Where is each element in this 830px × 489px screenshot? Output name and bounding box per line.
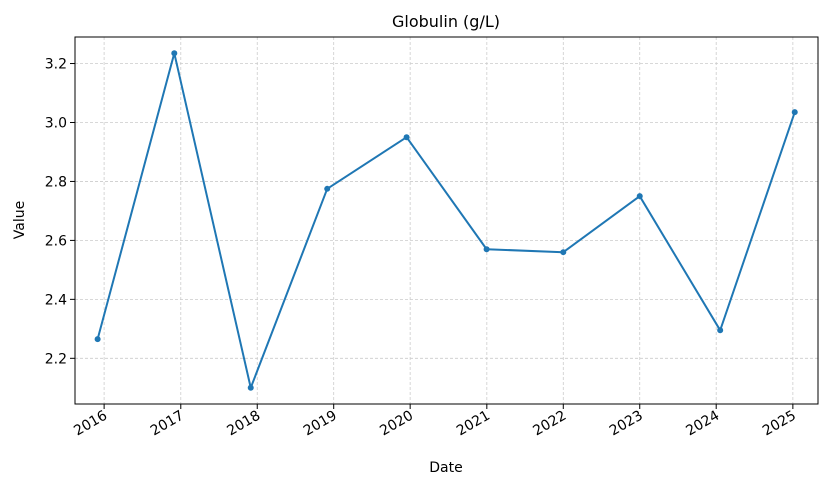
- data-point: [403, 134, 410, 141]
- x-tick-label: 2025: [760, 408, 799, 440]
- x-axis-title: Date: [429, 460, 462, 476]
- x-tick-label: 2017: [148, 408, 187, 440]
- data-point: [483, 246, 490, 253]
- series-layer: [94, 50, 798, 391]
- data-point: [791, 109, 798, 116]
- x-tick-label: 2022: [530, 408, 569, 440]
- y-tick-label: 3.0: [45, 115, 67, 131]
- series-line: [96, 52, 796, 389]
- x-tick-label: 2020: [377, 408, 416, 440]
- grid-lines: [75, 37, 818, 404]
- x-tick-label: 2019: [301, 408, 340, 440]
- x-tick-label: 2016: [71, 408, 110, 440]
- y-tick-label: 2.2: [45, 351, 67, 367]
- y-axis-ticks: 2.2 2.4 2.6 2.8 3.0 3.2: [45, 57, 75, 367]
- x-axis-ticks: 2016 2017 2018 2019 2020 2021 2022 2023 2024 2025: [71, 404, 799, 439]
- data-point: [636, 193, 643, 200]
- y-tick-label: 3.2: [45, 57, 67, 73]
- y-tick-label: 2.6: [45, 233, 67, 249]
- data-point: [171, 50, 178, 57]
- data-point: [717, 327, 724, 334]
- data-point: [324, 185, 331, 192]
- data-point: [560, 249, 567, 256]
- data-point: [94, 336, 101, 343]
- data-point: [247, 384, 254, 391]
- x-tick-label: 2024: [683, 408, 722, 440]
- y-axis-title: Value: [12, 201, 28, 239]
- y-tick-label: 2.8: [45, 174, 67, 190]
- plot-area-frame: [74, 36, 819, 405]
- x-tick-label: 2021: [454, 408, 493, 440]
- x-tick-label: 2023: [607, 408, 646, 440]
- y-tick-label: 2.4: [45, 292, 67, 308]
- x-tick-label: 2018: [224, 408, 263, 440]
- chart-title: Globulin (g/L): [392, 12, 500, 31]
